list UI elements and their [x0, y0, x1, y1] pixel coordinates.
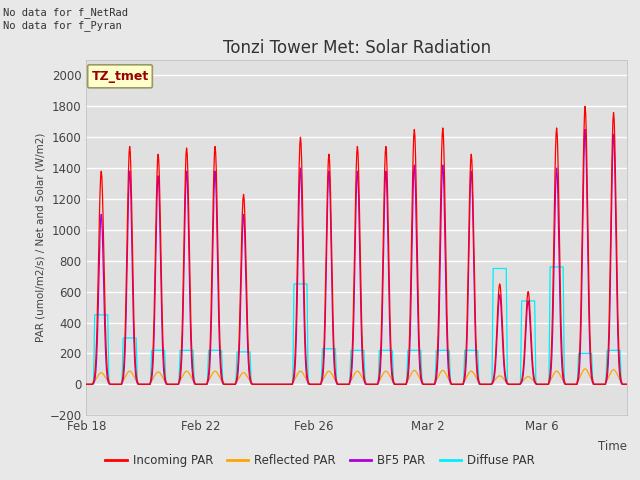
Title: Tonzi Tower Met: Solar Radiation: Tonzi Tower Met: Solar Radiation	[223, 39, 491, 57]
Legend: Incoming PAR, Reflected PAR, BF5 PAR, Diffuse PAR: Incoming PAR, Reflected PAR, BF5 PAR, Di…	[100, 449, 540, 472]
Text: No data for f_Pyran: No data for f_Pyran	[3, 20, 122, 31]
Text: Time: Time	[598, 440, 627, 453]
Text: TZ_tmet: TZ_tmet	[92, 70, 148, 83]
Y-axis label: PAR (umol/m2/s) / Net and Solar (W/m2): PAR (umol/m2/s) / Net and Solar (W/m2)	[35, 133, 45, 342]
Text: No data for f_NetRad: No data for f_NetRad	[3, 7, 128, 18]
